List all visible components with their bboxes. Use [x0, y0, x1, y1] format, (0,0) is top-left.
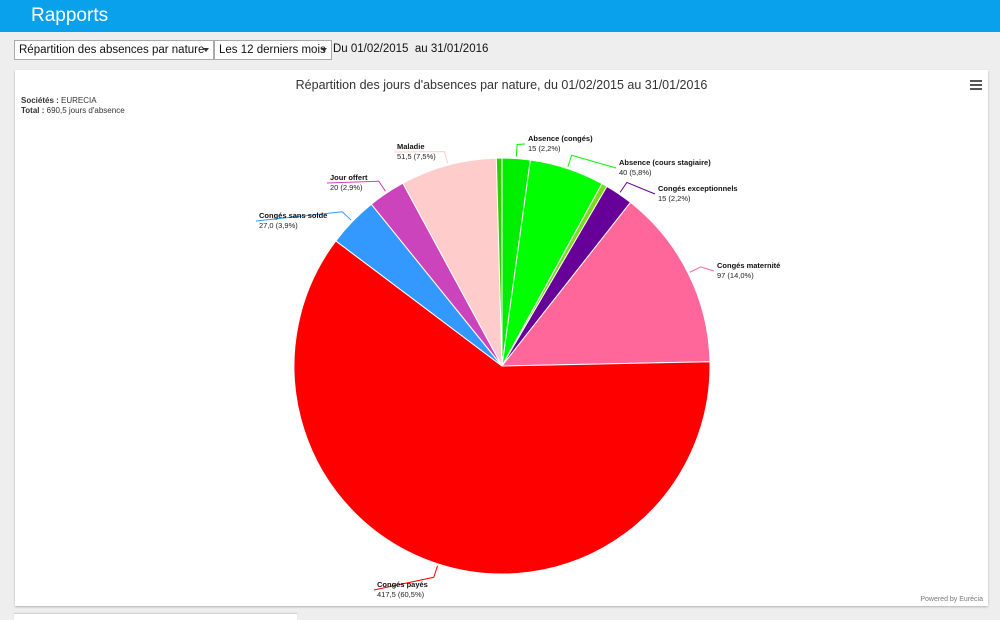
- slice-label-name: Absence (cours stagiaire): [619, 158, 711, 167]
- chart-info: Sociétés : EURECIA Total : 690,5 jours d…: [21, 96, 125, 116]
- slice-label-value: 15 (2,2%): [658, 194, 691, 203]
- chevron-down-icon: [321, 48, 327, 52]
- slice-label-name: Congés payés: [377, 580, 428, 589]
- slice-label-name: Congés exceptionnels: [658, 184, 738, 193]
- label-connector: [619, 181, 656, 195]
- slice-label-value: 27,0 (3,9%): [259, 221, 298, 230]
- label-connector: [373, 565, 438, 591]
- label-connector: [689, 266, 715, 273]
- page-title: Rapports: [31, 5, 109, 26]
- chart-card: Répartition des jours d'absences par nat…: [15, 70, 988, 606]
- slice-label-value: 97 (14,0%): [717, 271, 754, 280]
- bottom-panel: [14, 614, 297, 620]
- slice-label-value: 40 (5,8%): [619, 168, 652, 177]
- total-label: Total :: [21, 106, 45, 115]
- pie-slice[interactable]: [495, 157, 503, 367]
- slice-label-name: Absence (congés): [528, 134, 593, 143]
- period-select-value: Les 12 derniers mois: [219, 44, 326, 56]
- report-select-value: Répartition des absences par nature: [19, 44, 205, 56]
- company-label: Sociétés :: [21, 96, 59, 105]
- slice-label-value: 51,5 (7,5%): [397, 152, 436, 161]
- pie-slice[interactable]: [293, 240, 711, 575]
- slice-label-name: Congés sans solde: [259, 211, 327, 220]
- hamburger-menu-icon[interactable]: [970, 80, 982, 90]
- slice-label-name: Congés maternité: [717, 261, 780, 270]
- chart-title: Répartition des jours d'absences par nat…: [295, 78, 708, 92]
- slice-label-value: 417,5 (60,5%): [377, 590, 425, 599]
- label-connector: [326, 180, 386, 192]
- pie-slice[interactable]: [402, 157, 503, 367]
- report-select[interactable]: Répartition des absences par nature: [14, 40, 214, 60]
- label-connector: [515, 143, 526, 157]
- pie-chart: Absence (congés)15 (2,2%)Absence (cours …: [255, 134, 780, 599]
- total-value: 690,5 jours d'absence: [44, 106, 125, 115]
- top-bar: Rapports: [0, 0, 1000, 32]
- period-select[interactable]: Les 12 derniers mois: [214, 40, 332, 60]
- powered-by: Powered by Eurécia: [920, 596, 983, 603]
- label-connector: [255, 211, 352, 222]
- chevron-down-icon: [203, 48, 209, 52]
- slice-label-value: 20 (2,9%): [330, 183, 363, 192]
- label-connector: [393, 151, 449, 164]
- slice-label-value: 15 (2,2%): [528, 144, 561, 153]
- company-value: EURECIA: [58, 96, 97, 105]
- pie-slice[interactable]: [500, 201, 711, 367]
- label-connector: [567, 154, 617, 169]
- slice-label-name: Maladie: [397, 142, 425, 151]
- date-range: Du 01/02/2015 au 31/01/2016: [333, 43, 489, 55]
- slice-label-name: Jour offert: [330, 173, 368, 182]
